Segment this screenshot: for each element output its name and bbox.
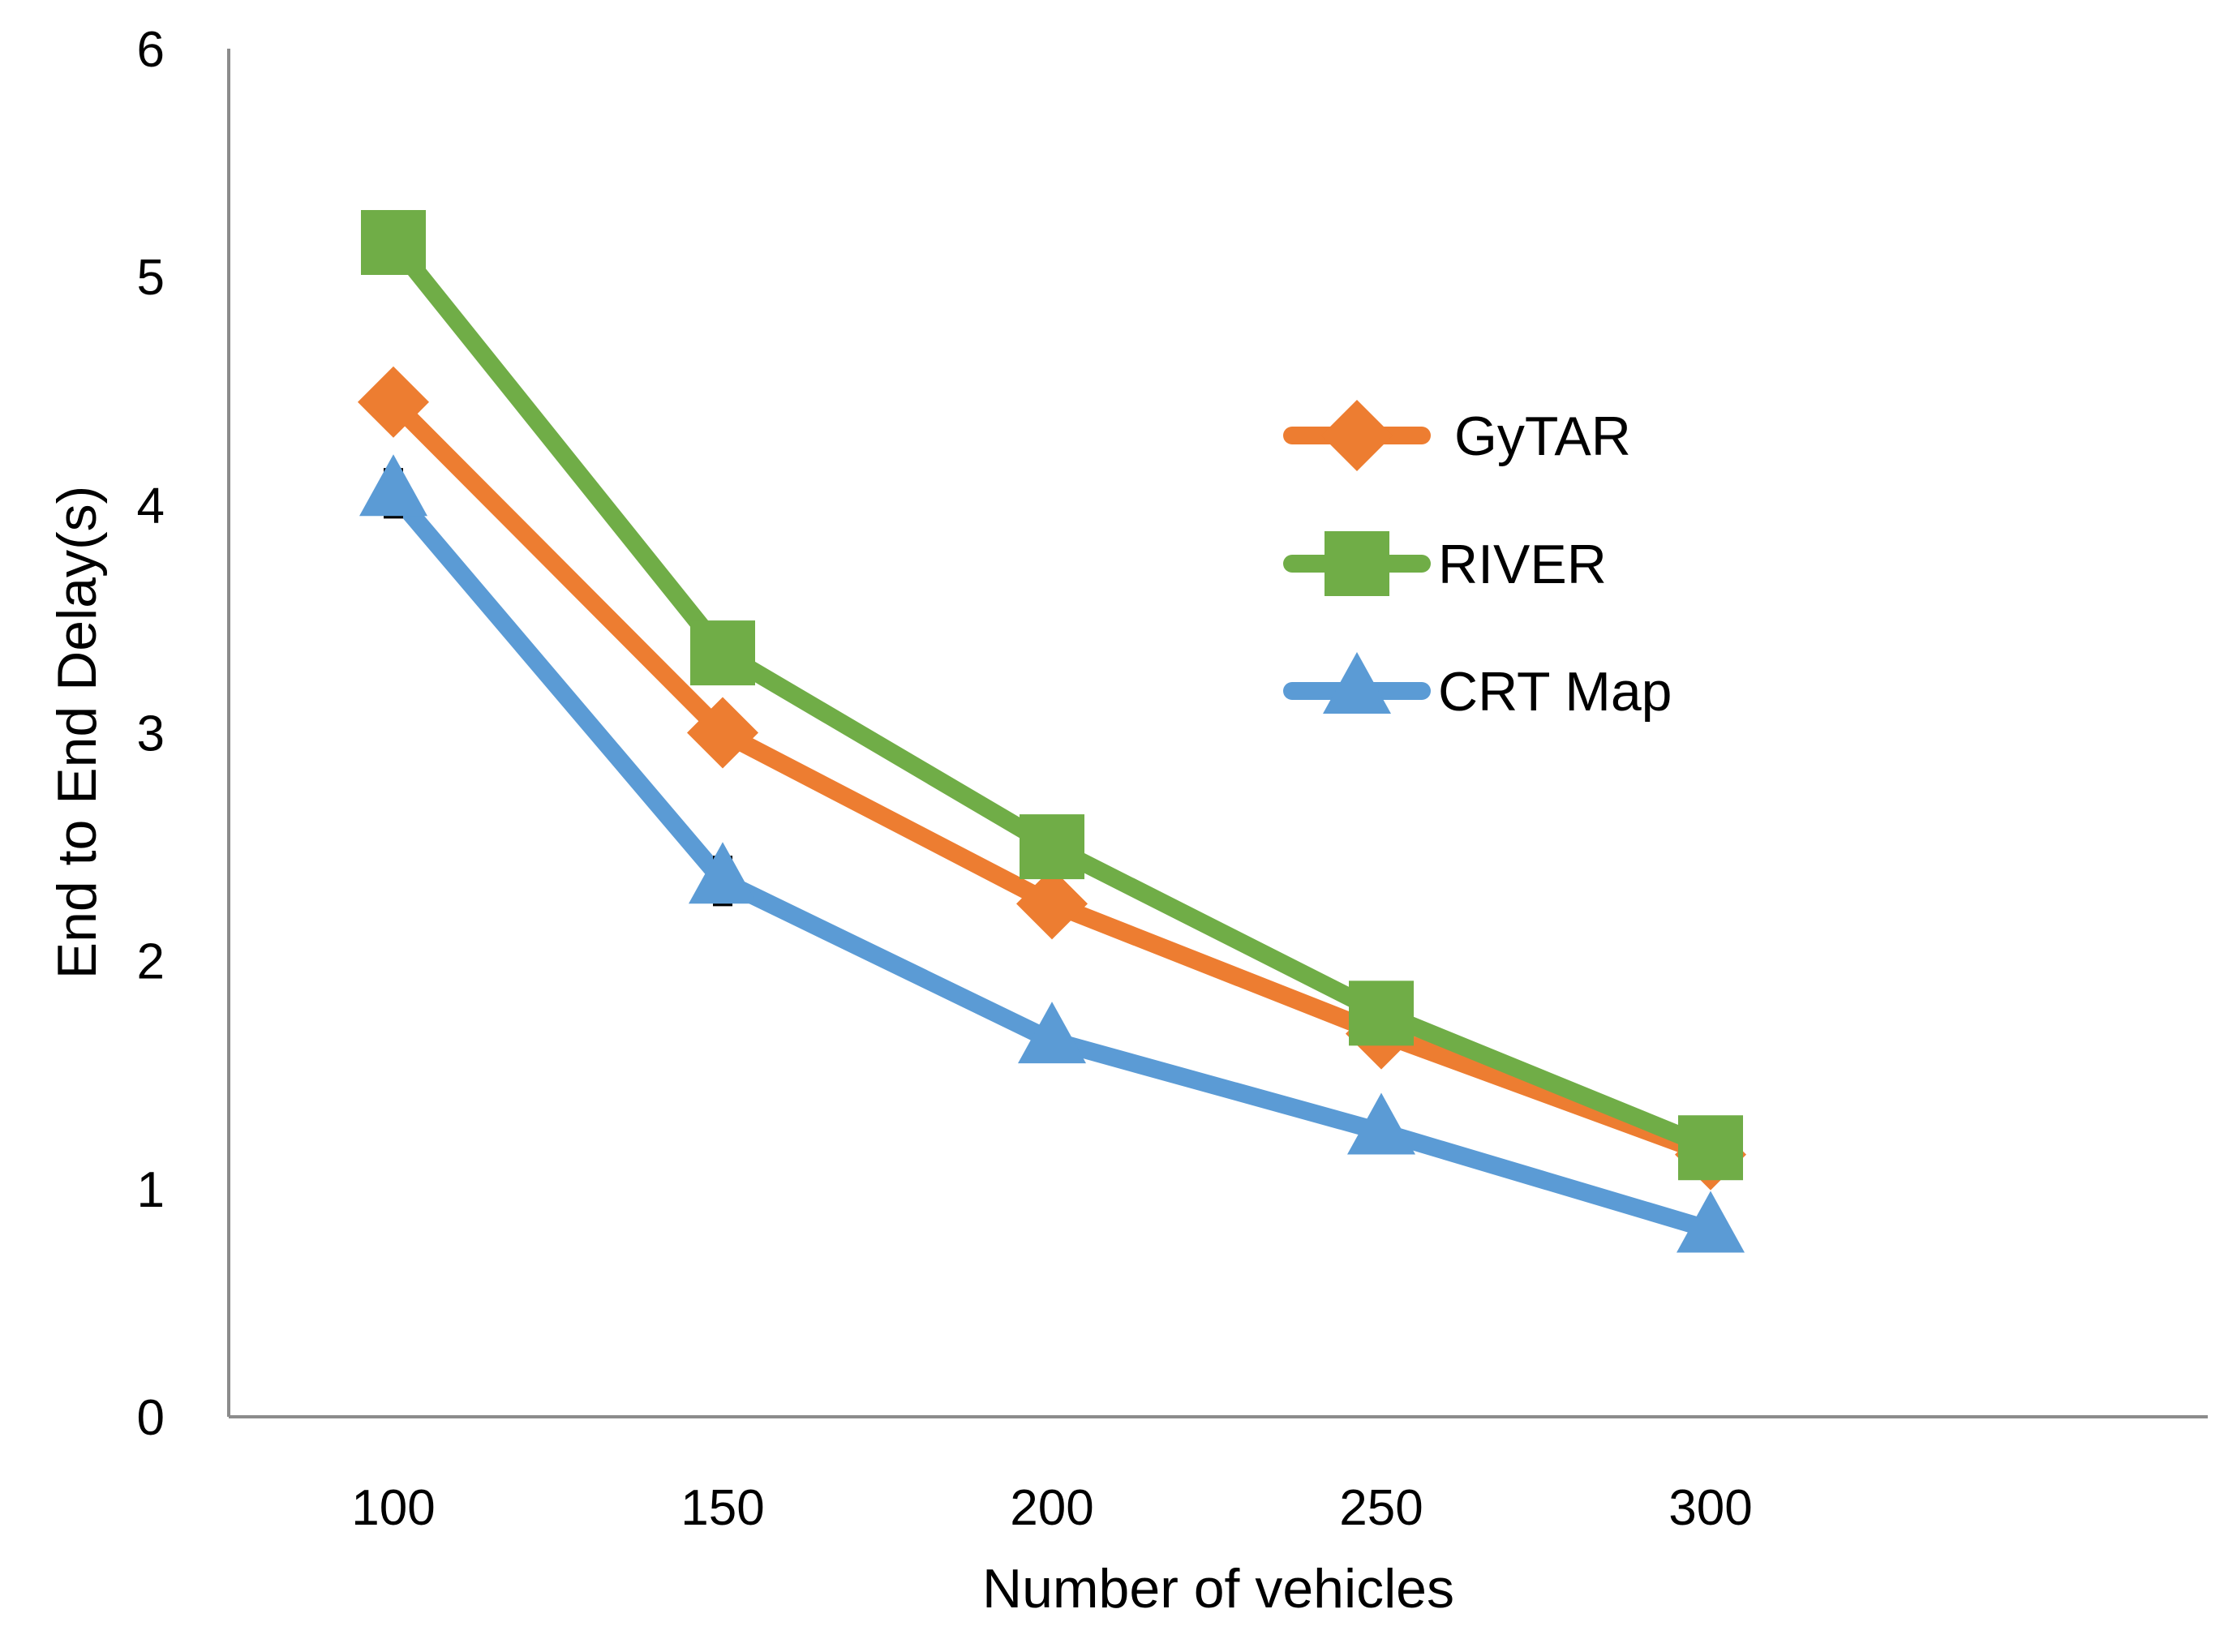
river-point	[1678, 1115, 1743, 1181]
legend-label: RIVER	[1438, 534, 1607, 595]
legend-marker	[1323, 652, 1391, 714]
gytar-point	[687, 697, 758, 769]
crt-map-point	[1347, 1092, 1415, 1155]
river-point	[690, 620, 755, 686]
y-tick-label: 2	[137, 934, 165, 990]
y-axis-title: End to End Delay(s)	[46, 486, 108, 980]
series-crt-map	[359, 454, 1745, 1253]
x-tick-label: 100	[351, 1480, 435, 1536]
gytar-point	[358, 366, 429, 438]
x-tick-label: 300	[1668, 1480, 1752, 1536]
x-tick-label: 200	[1010, 1480, 1093, 1536]
crt-map-point	[359, 454, 427, 517]
y-tick-label: 4	[137, 478, 165, 534]
river-point	[1349, 980, 1414, 1046]
legend-marker	[1321, 400, 1393, 471]
series-gytar	[358, 366, 1746, 1191]
legend-label: GyTAR	[1454, 405, 1631, 467]
river-point	[361, 209, 426, 275]
legend: GyTAR RIVER CRT Map	[1283, 400, 1672, 723]
y-tick-label: 6	[137, 22, 165, 78]
y-tick-label: 0	[137, 1390, 165, 1446]
x-axis-title: Number of vehicles	[982, 1558, 1454, 1620]
crt-map-point	[689, 842, 757, 904]
x-tick-labels: 100 150 200 250 300	[351, 1480, 1752, 1536]
crt-map-point	[1018, 1002, 1086, 1064]
y-tick-label: 5	[137, 250, 165, 306]
y-tick-labels: 0 1 2 3 4 5 6	[137, 22, 165, 1446]
legend-item-gytar: GyTAR	[1283, 400, 1631, 471]
y-tick-label: 1	[137, 1162, 165, 1218]
legend-label: CRT Map	[1438, 661, 1672, 723]
series-layer	[358, 209, 1746, 1253]
y-tick-label: 3	[137, 706, 165, 762]
legend-marker	[1325, 531, 1389, 596]
river-point	[1020, 814, 1084, 880]
legend-item-crt-map: CRT Map	[1283, 652, 1672, 723]
crt-map-point	[1677, 1191, 1745, 1253]
legend-item-river: RIVER	[1283, 531, 1607, 596]
series-river	[361, 209, 1743, 1181]
x-tick-label: 150	[681, 1480, 764, 1536]
gytar-point	[1016, 868, 1088, 940]
x-tick-label: 250	[1339, 1480, 1423, 1536]
